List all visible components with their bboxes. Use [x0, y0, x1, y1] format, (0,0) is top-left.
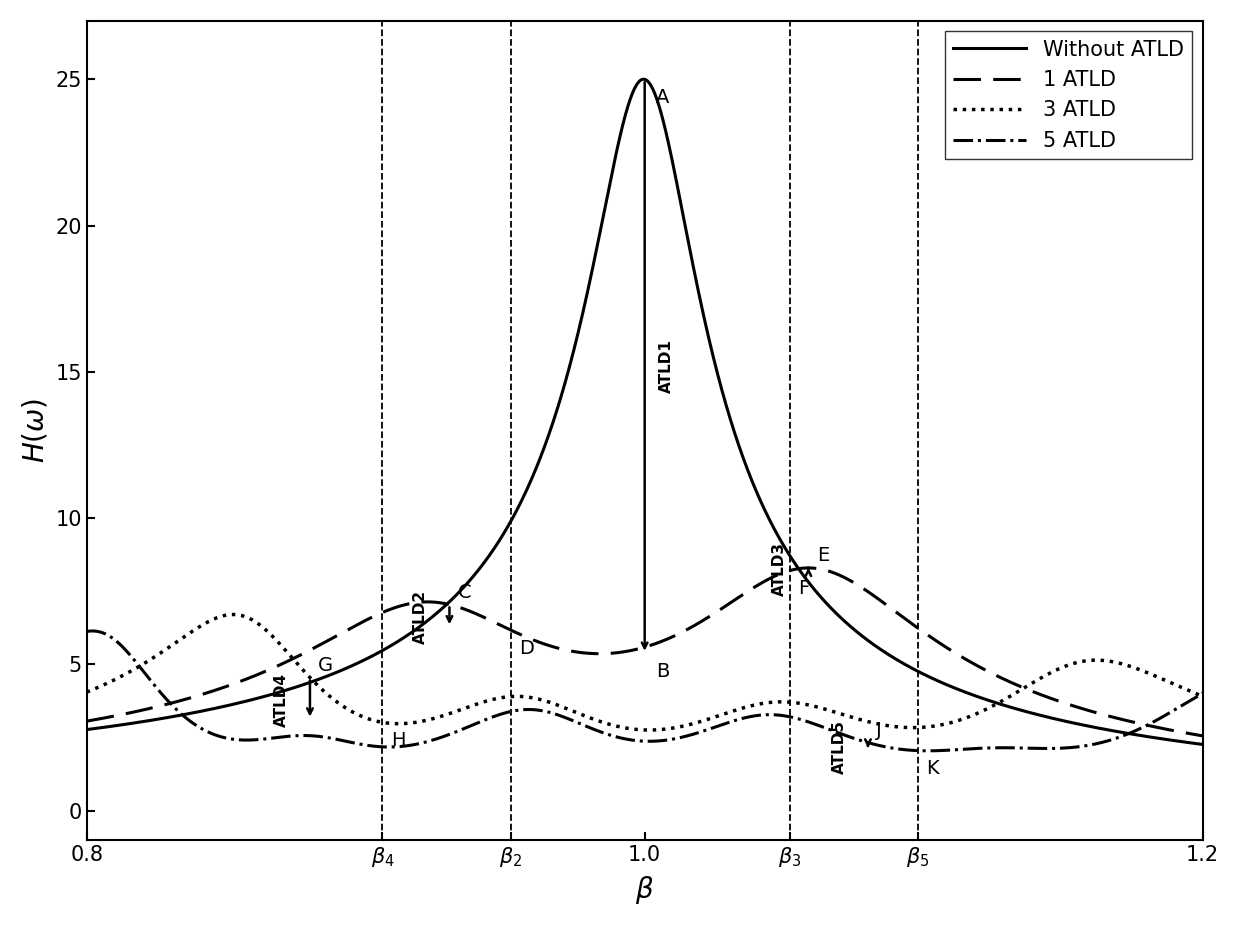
3 ATLD — [642, 725, 657, 736]
Without ATLD — [1195, 739, 1210, 750]
Text: ATLD5: ATLD5 — [832, 719, 847, 774]
Without ATLD — [906, 664, 921, 675]
1 ATLD — [79, 716, 94, 727]
3 ATLD — [789, 697, 804, 708]
Without ATLD — [966, 690, 981, 701]
5 ATLD — [484, 712, 498, 723]
1 ATLD — [906, 620, 921, 631]
Text: A: A — [656, 88, 670, 108]
Line: 1 ATLD: 1 ATLD — [87, 568, 1203, 736]
Without ATLD — [740, 463, 755, 474]
3 ATLD — [740, 701, 755, 712]
5 ATLD — [920, 745, 935, 756]
Text: D: D — [520, 639, 534, 658]
5 ATLD — [86, 626, 100, 637]
3 ATLD — [79, 687, 94, 698]
5 ATLD — [79, 626, 94, 637]
1 ATLD — [135, 705, 150, 716]
Text: ATLD1: ATLD1 — [658, 339, 673, 393]
5 ATLD — [740, 712, 755, 723]
Text: F: F — [799, 579, 810, 598]
Line: 3 ATLD: 3 ATLD — [87, 615, 1203, 730]
1 ATLD — [801, 563, 816, 574]
1 ATLD — [1195, 730, 1210, 742]
Y-axis label: $H(\omega)$: $H(\omega)$ — [21, 398, 50, 463]
3 ATLD — [906, 722, 921, 733]
Text: K: K — [926, 759, 939, 779]
Without ATLD — [789, 559, 804, 570]
3 ATLD — [135, 659, 150, 670]
Without ATLD — [484, 548, 498, 559]
5 ATLD — [906, 745, 921, 756]
5 ATLD — [966, 743, 981, 755]
Without ATLD — [135, 716, 150, 727]
Without ATLD — [636, 73, 651, 84]
X-axis label: $\beta$: $\beta$ — [635, 874, 655, 907]
5 ATLD — [135, 666, 150, 677]
5 ATLD — [789, 713, 804, 724]
3 ATLD — [226, 609, 241, 620]
Text: E: E — [817, 546, 830, 565]
Text: ATLD3: ATLD3 — [773, 542, 787, 596]
Line: 5 ATLD: 5 ATLD — [87, 631, 1203, 751]
Text: H: H — [391, 731, 405, 750]
3 ATLD — [966, 709, 981, 720]
Text: G: G — [319, 655, 334, 675]
1 ATLD — [484, 615, 498, 626]
3 ATLD — [484, 694, 498, 705]
Without ATLD — [79, 724, 94, 735]
3 ATLD — [1195, 691, 1210, 702]
Legend: Without ATLD, 1 ATLD, 3 ATLD, 5 ATLD: Without ATLD, 1 ATLD, 3 ATLD, 5 ATLD — [945, 32, 1192, 159]
1 ATLD — [966, 658, 981, 669]
Line: Without ATLD: Without ATLD — [87, 79, 1203, 744]
5 ATLD — [1195, 688, 1210, 699]
Text: ATLD4: ATLD4 — [274, 673, 289, 727]
Text: ATLD2: ATLD2 — [413, 590, 428, 644]
1 ATLD — [789, 564, 804, 575]
Text: B: B — [656, 663, 670, 681]
Text: C: C — [458, 582, 471, 602]
1 ATLD — [739, 586, 754, 597]
Text: J: J — [877, 720, 882, 740]
